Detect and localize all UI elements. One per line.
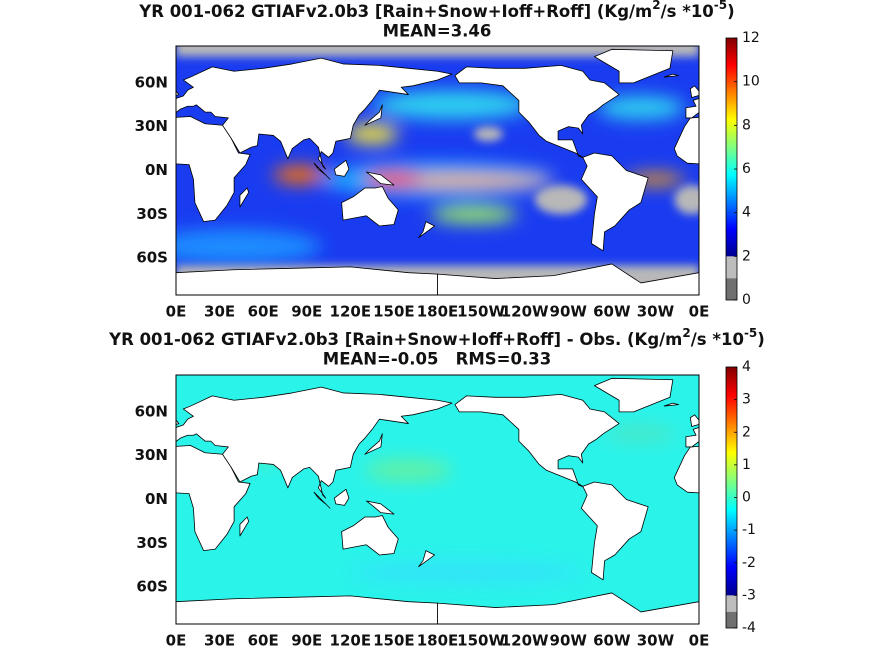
lon-label: 150W (457, 303, 505, 321)
lon-label: 120W (501, 303, 549, 321)
colorbar-segment (726, 611, 737, 628)
lat-label: 60S (136, 249, 168, 267)
title-part: /s *10 (691, 330, 744, 349)
lon-label: 150E (373, 303, 415, 321)
title-part: -5 (714, 0, 727, 12)
colorbar-gradient (726, 367, 737, 596)
colorbar-gradient (726, 38, 737, 257)
colorbar-label: -1 (742, 522, 756, 538)
lon-label: 30E (204, 303, 235, 321)
panel-subtitle: MEAN=3.46 (383, 22, 492, 41)
colorbar-label: 4 (742, 205, 751, 221)
lon-label: 0E (689, 303, 710, 321)
colorbar-label: 0 (742, 292, 751, 308)
lon-label: 30E (204, 632, 235, 650)
lon-label: 60W (593, 303, 631, 321)
colorbar-label: 2 (742, 248, 751, 264)
lat-label: 30N (135, 117, 168, 135)
colorbar-label: 12 (742, 30, 760, 46)
lon-label: 90W (550, 303, 588, 321)
map-frame (175, 45, 700, 296)
lon-label: 180E (417, 303, 459, 321)
colorbar-segment (726, 278, 737, 300)
lat-label: 60N (135, 402, 168, 420)
colorbar-segment (726, 256, 737, 279)
colorbar-label: -2 (742, 555, 756, 571)
panel-title: YR 001-062 GTIAFv2.0b3 [Rain+Snow+Ioff+R… (108, 326, 765, 349)
title-part: /s *10 (661, 2, 714, 21)
colorbar-label: 1 (742, 457, 751, 473)
colorbar-label: 0 (742, 490, 751, 506)
lon-label: 120E (330, 632, 372, 650)
colorbar-label: 3 (742, 392, 751, 408)
lon-label: 90E (291, 632, 322, 650)
title-part: YR 001-062 GTIAFv2.0b3 [Rain+Snow+Ioff+R… (138, 2, 652, 21)
colorbar-label: 8 (742, 117, 751, 133)
colorbar-label: 6 (742, 161, 751, 177)
lon-label: 60W (593, 632, 631, 650)
map-frame (175, 374, 700, 625)
lat-label: 30N (135, 446, 168, 464)
lat-label: 30S (136, 205, 168, 223)
lon-label: 120W (501, 632, 549, 650)
lon-label: 90E (291, 303, 322, 321)
lon-label: 120E (330, 303, 372, 321)
lat-label: 60N (135, 73, 168, 91)
title-part: ) (757, 330, 765, 349)
continents (176, 48, 453, 295)
colorbar-label: -4 (742, 620, 756, 636)
lat-label: 0N (145, 490, 168, 508)
colorbar-segment (726, 595, 737, 612)
lon-label: 0E (166, 303, 187, 321)
lon-label: 30W (637, 303, 675, 321)
title-part: ) (727, 2, 735, 21)
title-part: -5 (744, 326, 757, 340)
lon-label: 30W (637, 632, 675, 650)
lon-label: 60E (248, 632, 279, 650)
lon-label: 180E (417, 632, 459, 650)
title-part: 2 (682, 326, 690, 340)
lon-label: 90W (550, 632, 588, 650)
lon-label: 60E (248, 303, 279, 321)
colorbar-label: 10 (742, 74, 760, 90)
lat-label: 60S (136, 578, 168, 596)
lon-label: 0E (689, 632, 710, 650)
colorbar-label: 2 (742, 424, 751, 440)
title-part: YR 001-062 GTIAFv2.0b3 [Rain+Snow+Ioff+R… (108, 330, 682, 349)
continents (176, 377, 453, 624)
panel-title: YR 001-062 GTIAFv2.0b3 [Rain+Snow+Ioff+R… (138, 0, 734, 21)
lon-label: 0E (166, 632, 187, 650)
colorbar-label: 4 (742, 359, 751, 375)
lon-label: 150E (373, 632, 415, 650)
title-part: 2 (652, 0, 660, 12)
colorbar-label: -3 (742, 587, 756, 603)
lon-label: 150W (457, 632, 505, 650)
panel-subtitle: MEAN=-0.05 RMS=0.33 (323, 350, 551, 369)
lat-label: 0N (145, 161, 168, 179)
lat-label: 30S (136, 534, 168, 552)
